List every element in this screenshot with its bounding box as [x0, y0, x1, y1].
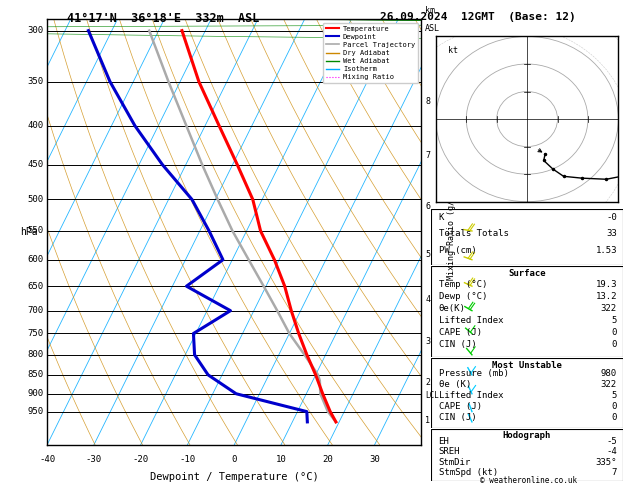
- Text: 500: 500: [27, 195, 43, 204]
- Text: 800: 800: [27, 350, 43, 359]
- Text: 0: 0: [611, 402, 617, 411]
- Text: Totals Totals: Totals Totals: [438, 229, 508, 238]
- Text: 26.09.2024  12GMT  (Base: 12): 26.09.2024 12GMT (Base: 12): [380, 12, 576, 22]
- Text: -4: -4: [606, 447, 617, 456]
- Text: 600: 600: [27, 255, 43, 264]
- Text: 450: 450: [27, 160, 43, 169]
- Text: 19.3: 19.3: [596, 279, 617, 289]
- Text: 850: 850: [27, 370, 43, 380]
- Text: 5: 5: [611, 391, 617, 400]
- Text: 335°: 335°: [596, 457, 617, 467]
- Text: 33: 33: [606, 229, 617, 238]
- Text: Temp (°C): Temp (°C): [438, 279, 487, 289]
- Text: -10: -10: [179, 455, 196, 464]
- Text: θe(K): θe(K): [438, 304, 465, 313]
- Text: 550: 550: [27, 226, 43, 236]
- Text: 5: 5: [611, 316, 617, 325]
- Text: 41°17'N  36°18'E  332m  ASL: 41°17'N 36°18'E 332m ASL: [67, 12, 260, 25]
- Text: 400: 400: [27, 121, 43, 130]
- Text: -40: -40: [39, 455, 55, 464]
- Text: 1: 1: [425, 416, 430, 425]
- Text: StmDir: StmDir: [438, 457, 470, 467]
- Text: PW (cm): PW (cm): [438, 246, 476, 255]
- Text: 900: 900: [27, 389, 43, 398]
- Text: 0: 0: [231, 455, 237, 464]
- Text: EH: EH: [438, 436, 449, 446]
- Text: 7: 7: [611, 468, 617, 477]
- Text: Surface: Surface: [508, 270, 545, 278]
- Text: Dewp (°C): Dewp (°C): [438, 292, 487, 301]
- Text: 7: 7: [425, 151, 430, 160]
- Text: 3: 3: [425, 337, 430, 346]
- Text: 4: 4: [425, 295, 430, 304]
- Text: 980: 980: [601, 368, 617, 378]
- Text: LCL: LCL: [425, 391, 439, 400]
- Text: StmSpd (kt): StmSpd (kt): [438, 468, 498, 477]
- Text: SREH: SREH: [438, 447, 460, 456]
- Text: 8: 8: [425, 97, 430, 106]
- Text: -0: -0: [606, 213, 617, 222]
- Text: km: km: [425, 6, 435, 15]
- Text: 322: 322: [601, 380, 617, 389]
- Text: -30: -30: [86, 455, 102, 464]
- Text: kt: kt: [448, 46, 458, 55]
- Text: 6: 6: [425, 202, 430, 211]
- Text: Lifted Index: Lifted Index: [438, 391, 503, 400]
- Text: -5: -5: [606, 436, 617, 446]
- Text: hPa: hPa: [19, 227, 37, 237]
- Text: 350: 350: [27, 77, 43, 86]
- Text: 20: 20: [323, 455, 333, 464]
- Text: 0: 0: [611, 413, 617, 422]
- Text: Mixing Ratio (g/kg): Mixing Ratio (g/kg): [447, 185, 456, 279]
- Text: 1.53: 1.53: [596, 246, 617, 255]
- Text: CAPE (J): CAPE (J): [438, 402, 482, 411]
- Text: 30: 30: [369, 455, 380, 464]
- Text: 950: 950: [27, 407, 43, 416]
- Text: K: K: [438, 213, 444, 222]
- Text: CIN (J): CIN (J): [438, 413, 476, 422]
- Text: 13.2: 13.2: [596, 292, 617, 301]
- Text: -20: -20: [133, 455, 149, 464]
- Text: 0: 0: [611, 328, 617, 337]
- Text: 750: 750: [27, 329, 43, 338]
- Text: ASL: ASL: [425, 24, 440, 33]
- Text: Most Unstable: Most Unstable: [492, 361, 562, 370]
- Text: CAPE (J): CAPE (J): [438, 328, 482, 337]
- Text: Lifted Index: Lifted Index: [438, 316, 503, 325]
- Text: 10: 10: [276, 455, 286, 464]
- Text: 0: 0: [611, 341, 617, 349]
- Text: © weatheronline.co.uk: © weatheronline.co.uk: [480, 475, 577, 485]
- Legend: Temperature, Dewpoint, Parcel Trajectory, Dry Adiabat, Wet Adiabat, Isotherm, Mi: Temperature, Dewpoint, Parcel Trajectory…: [323, 23, 418, 83]
- Text: Dewpoint / Temperature (°C): Dewpoint / Temperature (°C): [150, 472, 319, 482]
- Text: 322: 322: [601, 304, 617, 313]
- Text: 2: 2: [425, 378, 430, 387]
- Text: 300: 300: [27, 26, 43, 35]
- Text: Hodograph: Hodograph: [503, 431, 551, 440]
- Text: Pressure (mb): Pressure (mb): [438, 368, 508, 378]
- Text: 700: 700: [27, 306, 43, 315]
- Text: CIN (J): CIN (J): [438, 341, 476, 349]
- Text: 650: 650: [27, 282, 43, 291]
- Text: θe (K): θe (K): [438, 380, 470, 389]
- Text: 5: 5: [425, 250, 430, 259]
